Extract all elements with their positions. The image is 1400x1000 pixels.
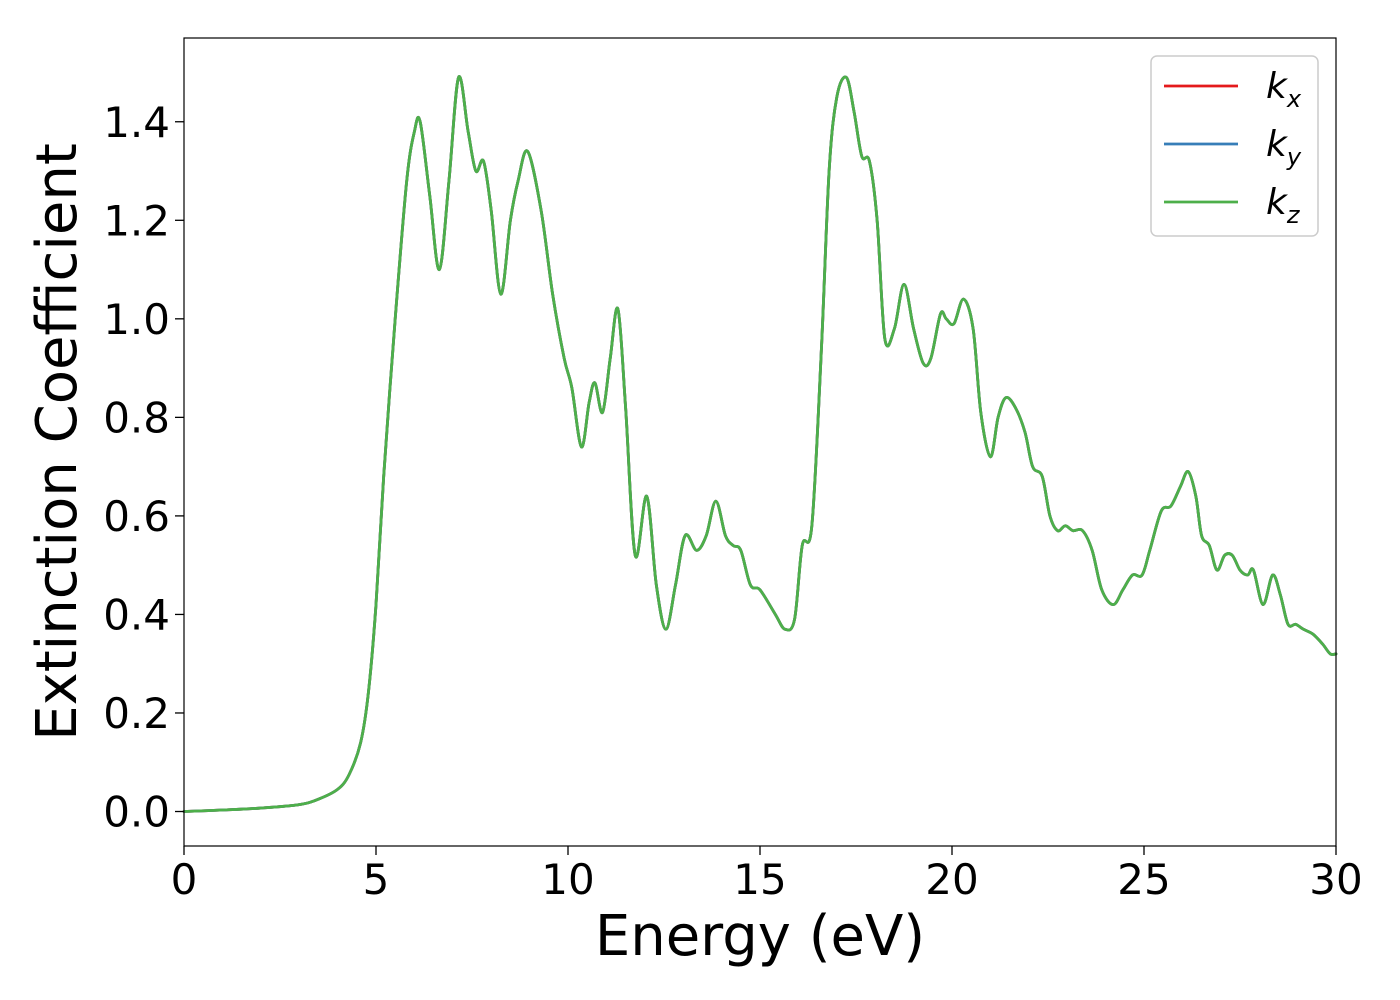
y-axis: 0.0 0.2 0.4 0.6 0.8 1.0 1.2 1.4 bbox=[103, 98, 184, 837]
series-line-k-z bbox=[182, 75, 1338, 813]
y-tick-label: 1.2 bbox=[103, 196, 170, 245]
x-tick-label: 30 bbox=[1309, 855, 1362, 904]
y-tick-label: 0.4 bbox=[103, 590, 170, 639]
x-tick-label: 10 bbox=[541, 855, 594, 904]
x-tick-label: 0 bbox=[171, 855, 198, 904]
y-tick-label: 0.0 bbox=[103, 788, 170, 837]
x-tick-label: 20 bbox=[925, 855, 978, 904]
y-tick-label: 0.2 bbox=[103, 689, 170, 738]
legend: kx ky kz bbox=[1150, 55, 1319, 237]
x-tick-label: 25 bbox=[1117, 855, 1170, 904]
y-tick-label: 0.6 bbox=[103, 492, 170, 541]
legend-label-k-x: kx bbox=[1266, 66, 1302, 113]
y-tick-label: 1.4 bbox=[103, 98, 170, 147]
legend-items: kx ky kz bbox=[1164, 66, 1302, 229]
y-tick-label: 0.8 bbox=[103, 393, 170, 442]
x-axis: 0 5 10 15 20 25 30 bbox=[171, 846, 1363, 904]
x-tick-label: 5 bbox=[363, 855, 390, 904]
legend-label-k-y: ky bbox=[1266, 124, 1302, 171]
y-axis-label: Extinction Coefficient bbox=[25, 143, 90, 741]
y-tick-label: 1.0 bbox=[103, 295, 170, 344]
legend-box bbox=[1150, 55, 1319, 237]
x-tick-label: 15 bbox=[733, 855, 786, 904]
legend-label-k-z: kz bbox=[1266, 182, 1301, 229]
series-layer bbox=[182, 75, 1338, 813]
x-axis-label: Energy (eV) bbox=[595, 904, 925, 969]
